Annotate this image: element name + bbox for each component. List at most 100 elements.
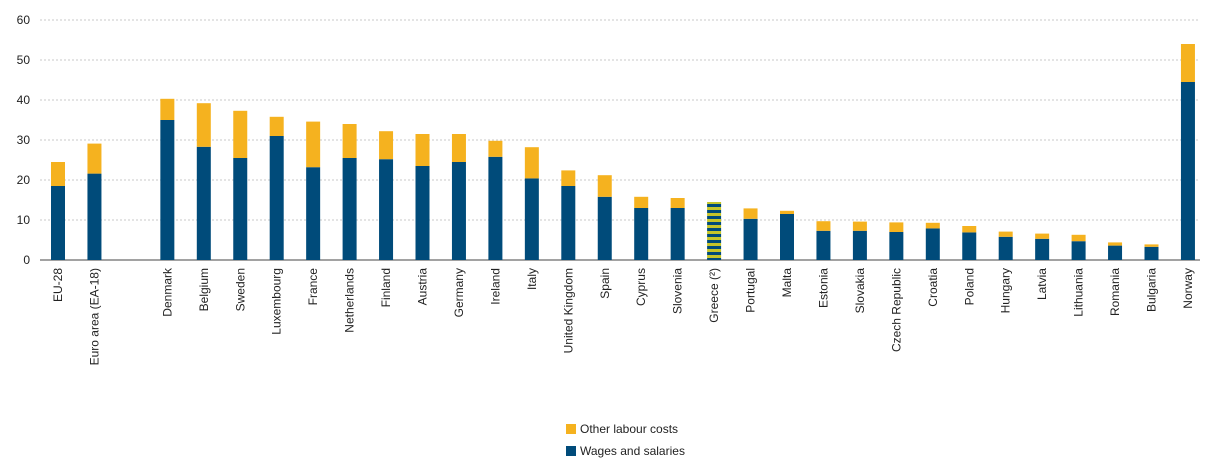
x-tick-label: Austria (416, 268, 430, 306)
bar-hatched-18 (707, 202, 722, 260)
y-tick-label: 50 (17, 53, 31, 67)
bar-other-29 (1108, 242, 1123, 246)
x-tick-label: Romania (1108, 268, 1122, 316)
x-tick-label: Portugal (744, 268, 758, 313)
x-tick-label: United Kingdom (561, 268, 575, 353)
bar-other-14 (561, 170, 576, 186)
bar-wages-13 (524, 178, 539, 260)
bar-wages-23 (889, 232, 904, 260)
x-tick-label: Greece (²) (707, 268, 721, 323)
bar-wages-7 (306, 167, 321, 260)
grid-lines (40, 19, 1200, 221)
bar-other-20 (780, 210, 794, 214)
bar-wages-30 (1144, 246, 1159, 260)
bar-wages-14 (561, 186, 576, 260)
x-axis: EU-28 Euro area (EA-18) Denmark Belgium Swed… (51, 267, 1195, 365)
x-tick-label: Bulgaria (1145, 268, 1159, 312)
bar-wages-24 (925, 228, 940, 260)
bar-other-8 (342, 124, 357, 158)
bar-wages-10 (415, 166, 430, 260)
bar-wages-5 (233, 158, 248, 260)
bar-wages-20 (780, 214, 794, 260)
x-tick-label: Luxembourg (270, 268, 284, 335)
bar-other-9 (379, 131, 394, 160)
bars (51, 44, 1195, 260)
bar-other-19 (743, 208, 758, 219)
bar-wages-8 (342, 158, 357, 260)
bar-wages-22 (852, 230, 867, 260)
bar-wages-0 (51, 186, 65, 260)
bar-other-15 (597, 175, 612, 197)
x-tick-label: Slovenia (671, 268, 685, 314)
bar-wages-11 (451, 162, 466, 260)
x-tick-label: Latvia (1035, 268, 1049, 300)
bar-other-13 (524, 147, 539, 179)
x-tick-label: France (306, 268, 320, 306)
x-tick-label: Lithuania (1072, 268, 1086, 317)
x-tick-label: Poland (962, 268, 976, 305)
bar-other-17 (670, 198, 685, 208)
bar-other-28 (1071, 234, 1086, 242)
bar-wages-6 (269, 136, 284, 260)
bar-other-23 (889, 222, 904, 232)
bar-wages-3 (160, 120, 175, 260)
x-tick-label: Cyprus (634, 268, 648, 306)
bar-wages-17 (670, 208, 685, 260)
y-tick-label: 10 (17, 213, 31, 227)
y-tick-label: 0 (23, 253, 30, 267)
bar-other-6 (269, 116, 284, 136)
bar-other-3 (160, 98, 175, 120)
legend: Other labour costs Wages and salaries (566, 422, 685, 458)
bar-wages-16 (634, 208, 649, 260)
y-tick-label: 40 (17, 93, 31, 107)
bar-wages-4 (196, 146, 211, 260)
bar-other-7 (306, 121, 321, 168)
bar-wages-26 (998, 236, 1013, 260)
x-tick-label: Ireland (488, 268, 502, 305)
x-tick-label: Finland (379, 268, 393, 307)
bar-wages-1 (87, 173, 102, 260)
y-tick-label: 60 (17, 13, 31, 27)
bar-other-31 (1180, 44, 1195, 82)
x-tick-label: Croatia (926, 268, 940, 307)
x-tick-label: Norway (1181, 268, 1195, 309)
bar-other-11 (451, 134, 466, 162)
bar-other-10 (415, 134, 430, 166)
bar-other-24 (925, 222, 940, 229)
bar-other-0 (51, 162, 65, 186)
bar-other-22 (852, 221, 867, 231)
legend-swatch (566, 446, 576, 456)
x-tick-label: Belgium (197, 268, 211, 311)
x-tick-label: Denmark (160, 267, 174, 317)
bar-wages-15 (597, 196, 612, 260)
bar-other-1 (87, 143, 102, 174)
y-tick-label: 20 (17, 173, 31, 187)
y-tick-label: 30 (17, 133, 31, 147)
x-tick-label: Italy (525, 268, 539, 290)
x-tick-label: Germany (452, 268, 466, 317)
bar-wages-31 (1180, 82, 1195, 260)
bar-wages-29 (1108, 245, 1123, 260)
x-tick-label: Netherlands (343, 268, 357, 333)
legend-swatch (566, 424, 576, 434)
bar-wages-21 (816, 230, 831, 260)
bar-other-4 (196, 103, 211, 147)
bar-other-21 (816, 221, 831, 231)
x-tick-label: Slovakia (853, 268, 867, 314)
bar-wages-12 (488, 156, 503, 260)
bar-other-25 (962, 226, 977, 233)
bar-other-5 (233, 110, 248, 158)
bar-wages-27 (1035, 238, 1050, 260)
bar-wages-9 (379, 159, 394, 260)
x-tick-label: Malta (780, 268, 794, 298)
bar-other-16 (634, 196, 649, 208)
bar-other-12 (488, 140, 503, 157)
bar-other-26 (998, 231, 1013, 237)
x-tick-label: Czech Republic (889, 268, 903, 352)
legend-label: Wages and salaries (580, 444, 685, 458)
bar-wages-28 (1071, 241, 1086, 260)
x-tick-label: Spain (598, 268, 612, 299)
x-tick-label: Estonia (816, 268, 830, 308)
legend-label: Other labour costs (580, 422, 678, 436)
